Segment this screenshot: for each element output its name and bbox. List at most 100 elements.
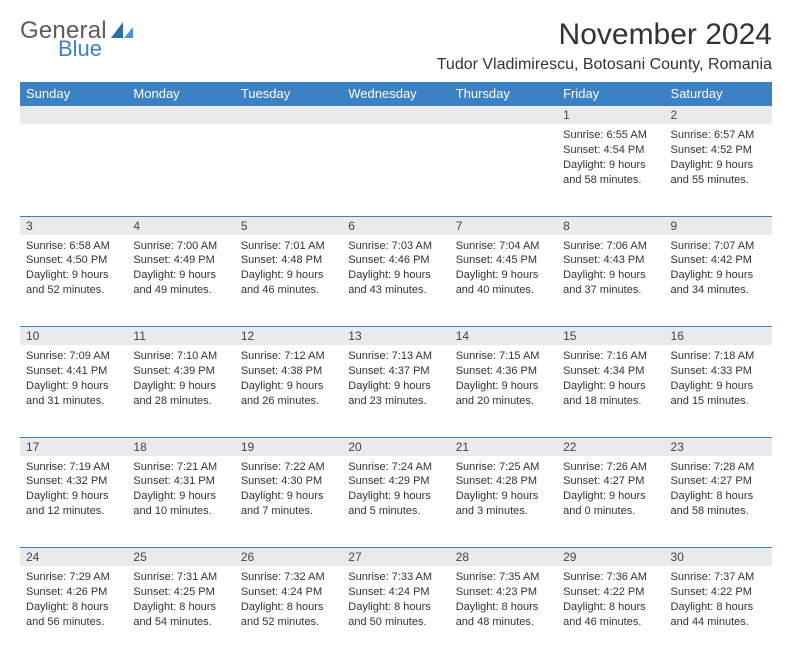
sunrise-text: Sunrise: 7:01 AM — [241, 239, 336, 254]
week-daynum-row: 3456789 — [20, 216, 772, 235]
day-number: 24 — [20, 548, 127, 566]
day-number-cell: 9 — [665, 216, 772, 235]
day-number: 13 — [342, 327, 449, 345]
day-number — [450, 106, 557, 124]
day-number-cell: 11 — [127, 327, 234, 346]
daylight-text: Daylight: 9 hours and 58 minutes. — [563, 158, 658, 188]
day-cell-body: Sunrise: 7:00 AMSunset: 4:49 PMDaylight:… — [127, 235, 234, 306]
daylight-text: Daylight: 9 hours and 28 minutes. — [133, 379, 228, 409]
header: General Blue November 2024 Tudor Vladimi… — [20, 18, 772, 74]
day-number-cell: 18 — [127, 437, 234, 456]
day-cell-body: Sunrise: 7:21 AMSunset: 4:31 PMDaylight:… — [127, 456, 234, 527]
sunrise-text: Sunrise: 7:32 AM — [241, 570, 336, 585]
day-cell-body: Sunrise: 7:22 AMSunset: 4:30 PMDaylight:… — [235, 456, 342, 527]
sunset-text: Sunset: 4:54 PM — [563, 143, 658, 158]
day-cell: Sunrise: 6:57 AMSunset: 4:52 PMDaylight:… — [665, 124, 772, 216]
day-cell: Sunrise: 7:07 AMSunset: 4:42 PMDaylight:… — [665, 235, 772, 327]
sunrise-text: Sunrise: 7:18 AM — [671, 349, 766, 364]
logo-text: General Blue — [20, 18, 107, 60]
day-cell-body: Sunrise: 6:57 AMSunset: 4:52 PMDaylight:… — [665, 124, 772, 195]
day-number-cell: 12 — [235, 327, 342, 346]
sunrise-text: Sunrise: 7:16 AM — [563, 349, 658, 364]
sunset-text: Sunset: 4:43 PM — [563, 253, 658, 268]
sunrise-text: Sunrise: 7:09 AM — [26, 349, 121, 364]
sunset-text: Sunset: 4:39 PM — [133, 364, 228, 379]
sunrise-text: Sunrise: 7:07 AM — [671, 239, 766, 254]
sunrise-text: Sunrise: 7:13 AM — [348, 349, 443, 364]
day-cell-body: Sunrise: 7:28 AMSunset: 4:27 PMDaylight:… — [665, 456, 772, 527]
weekday-header-row: SundayMondayTuesdayWednesdayThursdayFrid… — [20, 82, 772, 106]
daylight-text: Daylight: 9 hours and 49 minutes. — [133, 268, 228, 298]
day-cell-body: Sunrise: 7:26 AMSunset: 4:27 PMDaylight:… — [557, 456, 664, 527]
day-number-cell — [20, 106, 127, 125]
day-number-cell: 29 — [557, 548, 664, 567]
day-cell: Sunrise: 7:04 AMSunset: 4:45 PMDaylight:… — [450, 235, 557, 327]
day-cell-body: Sunrise: 6:55 AMSunset: 4:54 PMDaylight:… — [557, 124, 664, 195]
sunset-text: Sunset: 4:36 PM — [456, 364, 551, 379]
sunrise-text: Sunrise: 7:15 AM — [456, 349, 551, 364]
week-content-row: Sunrise: 7:09 AMSunset: 4:41 PMDaylight:… — [20, 345, 772, 437]
day-cell-body: Sunrise: 7:35 AMSunset: 4:23 PMDaylight:… — [450, 566, 557, 637]
calendar-body: 12Sunrise: 6:55 AMSunset: 4:54 PMDayligh… — [20, 106, 772, 658]
day-number: 22 — [557, 438, 664, 456]
day-number: 4 — [127, 217, 234, 235]
day-number — [235, 106, 342, 124]
calendar-table: SundayMondayTuesdayWednesdayThursdayFrid… — [20, 82, 772, 658]
day-cell: Sunrise: 6:55 AMSunset: 4:54 PMDaylight:… — [557, 124, 664, 216]
day-cell-body: Sunrise: 7:31 AMSunset: 4:25 PMDaylight:… — [127, 566, 234, 637]
week-daynum-row: 17181920212223 — [20, 437, 772, 456]
day-number: 3 — [20, 217, 127, 235]
day-number-cell — [127, 106, 234, 125]
sunset-text: Sunset: 4:48 PM — [241, 253, 336, 268]
day-cell-body — [127, 124, 234, 136]
sunrise-text: Sunrise: 6:55 AM — [563, 128, 658, 143]
daylight-text: Daylight: 8 hours and 44 minutes. — [671, 600, 766, 630]
day-number-cell: 5 — [235, 216, 342, 235]
day-number-cell: 3 — [20, 216, 127, 235]
day-cell-body: Sunrise: 7:24 AMSunset: 4:29 PMDaylight:… — [342, 456, 449, 527]
daylight-text: Daylight: 9 hours and 10 minutes. — [133, 489, 228, 519]
sunset-text: Sunset: 4:33 PM — [671, 364, 766, 379]
sail-icon — [109, 20, 135, 47]
sunrise-text: Sunrise: 7:21 AM — [133, 460, 228, 475]
daylight-text: Daylight: 9 hours and 43 minutes. — [348, 268, 443, 298]
day-number-cell: 24 — [20, 548, 127, 567]
day-number: 1 — [557, 106, 664, 124]
daylight-text: Daylight: 9 hours and 23 minutes. — [348, 379, 443, 409]
day-cell: Sunrise: 7:24 AMSunset: 4:29 PMDaylight:… — [342, 456, 449, 548]
sunrise-text: Sunrise: 6:57 AM — [671, 128, 766, 143]
day-number: 16 — [665, 327, 772, 345]
title-block: November 2024 Tudor Vladimirescu, Botosa… — [437, 18, 772, 74]
logo-word2: Blue — [20, 37, 107, 60]
sunset-text: Sunset: 4:37 PM — [348, 364, 443, 379]
day-number-cell: 14 — [450, 327, 557, 346]
daylight-text: Daylight: 9 hours and 34 minutes. — [671, 268, 766, 298]
day-number-cell: 28 — [450, 548, 557, 567]
sunset-text: Sunset: 4:29 PM — [348, 474, 443, 489]
day-cell — [450, 124, 557, 216]
sunset-text: Sunset: 4:27 PM — [671, 474, 766, 489]
day-number-cell: 21 — [450, 437, 557, 456]
weekday-header: Thursday — [450, 82, 557, 106]
sunrise-text: Sunrise: 7:37 AM — [671, 570, 766, 585]
day-cell — [20, 124, 127, 216]
daylight-text: Daylight: 9 hours and 5 minutes. — [348, 489, 443, 519]
day-number-cell: 30 — [665, 548, 772, 567]
day-number: 28 — [450, 548, 557, 566]
week-daynum-row: 10111213141516 — [20, 327, 772, 346]
daylight-text: Daylight: 9 hours and 26 minutes. — [241, 379, 336, 409]
weekday-header: Sunday — [20, 82, 127, 106]
sunrise-text: Sunrise: 7:10 AM — [133, 349, 228, 364]
weekday-header: Monday — [127, 82, 234, 106]
day-cell-body: Sunrise: 7:36 AMSunset: 4:22 PMDaylight:… — [557, 566, 664, 637]
sunrise-text: Sunrise: 7:33 AM — [348, 570, 443, 585]
day-cell: Sunrise: 7:09 AMSunset: 4:41 PMDaylight:… — [20, 345, 127, 437]
day-cell-body: Sunrise: 6:58 AMSunset: 4:50 PMDaylight:… — [20, 235, 127, 306]
day-number-cell: 1 — [557, 106, 664, 125]
weekday-header: Wednesday — [342, 82, 449, 106]
day-number-cell: 15 — [557, 327, 664, 346]
day-number: 21 — [450, 438, 557, 456]
daylight-text: Daylight: 8 hours and 46 minutes. — [563, 600, 658, 630]
daylight-text: Daylight: 9 hours and 18 minutes. — [563, 379, 658, 409]
day-number: 15 — [557, 327, 664, 345]
